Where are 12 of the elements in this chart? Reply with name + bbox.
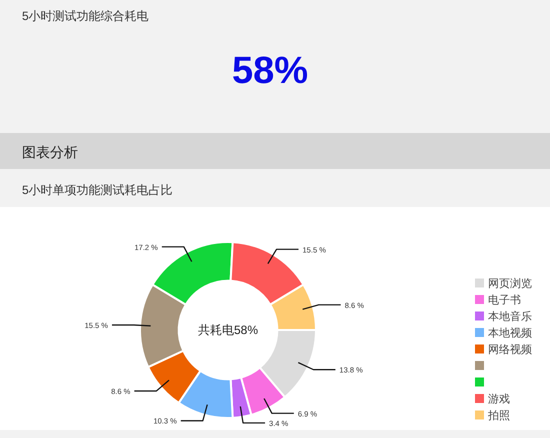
legend-label: 网页浏览	[488, 278, 532, 290]
legend-label: 本地音乐	[488, 311, 532, 323]
legend-label: 电子书	[488, 294, 521, 306]
title: 图表分析	[22, 144, 78, 160]
legend-label: 本地视频	[488, 328, 532, 340]
annotation: 共耗电58%	[198, 323, 258, 337]
legend-label: 游戏	[488, 394, 510, 406]
annotation: 58%	[232, 50, 308, 92]
legend-label: 网络视频	[488, 344, 532, 356]
subtitle: 5小时单项功能测试耗电占比	[22, 183, 173, 197]
legend-label: 拍照	[488, 410, 510, 422]
title: 5小时测试功能综合耗电	[22, 9, 149, 23]
